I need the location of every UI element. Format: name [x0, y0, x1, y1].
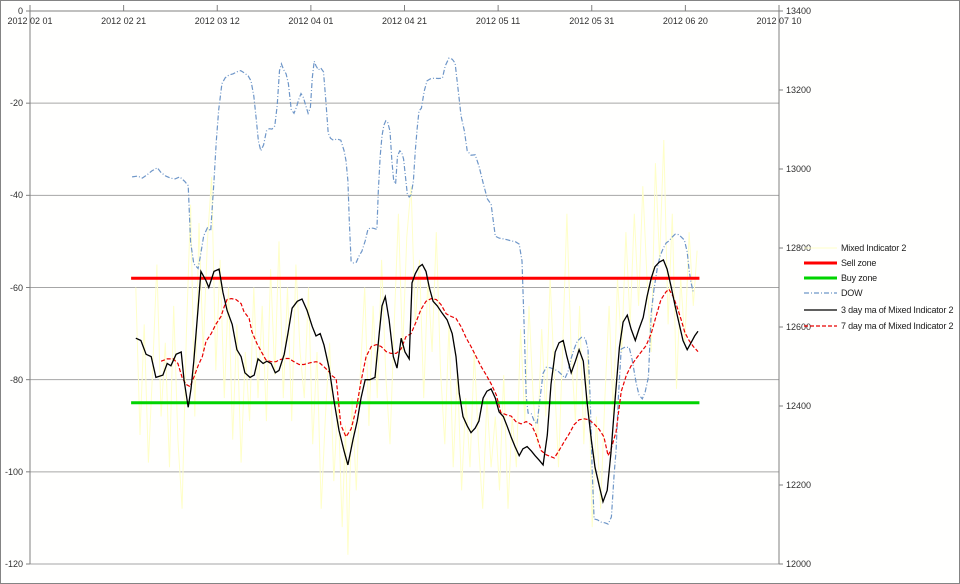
legend-line-sample-ma7: [804, 325, 837, 327]
legend-label: 7 day ma of Mixed Indicator 2: [841, 321, 954, 331]
y-axis-right-label: 12400: [786, 401, 812, 411]
legend-row-mixed2: Mixed Indicator 2: [804, 242, 906, 254]
y-axis-left-label: -120: [4, 559, 23, 569]
legend-line-sample-mixed2: [804, 247, 837, 249]
y-axis-left-label: -20: [9, 98, 23, 109]
legend-line-sample-dow: [804, 292, 837, 294]
y-axis-right-label: 13400: [786, 6, 812, 16]
legend-row-buy_zone: Buy zone: [804, 272, 877, 284]
y-axis-left-label: -100: [4, 466, 23, 477]
y-axis-right-label: 13200: [786, 85, 812, 95]
x-axis-label: 2012 02 01: [7, 16, 53, 26]
y-axis-right-label: 12800: [786, 243, 812, 253]
legend-row-dow: DOW: [804, 287, 863, 299]
y-axis-left-label: 0: [17, 6, 23, 16]
legend-label: Mixed Indicator 2: [841, 243, 907, 253]
legend-line-sample-buy_zone: [804, 276, 837, 280]
legend-label: Buy zone: [841, 273, 877, 283]
legend-row-ma3: 3 day ma of Mixed Indicator 2: [804, 304, 953, 316]
legend-label: 3 day ma of Mixed Indicator 2: [841, 305, 954, 315]
x-axis-label: 2012 05 11: [475, 16, 521, 26]
series-ma3: [135, 258, 699, 505]
x-axis-label: 2012 04 21: [381, 16, 428, 26]
legend-label: Sell zone: [841, 258, 877, 268]
y-axis-right-label: 12000: [786, 559, 812, 569]
x-axis-label: 2012 06 20: [662, 16, 708, 26]
x-axis-label: 2012 04 01: [288, 16, 334, 26]
y-axis-left-label: -80: [9, 374, 23, 385]
series-dow: [132, 57, 694, 525]
legend-row-sell_zone: Sell zone: [804, 257, 876, 269]
y-axis-right-label: 12600: [786, 322, 812, 332]
x-axis-label: 2012 05 31: [569, 16, 615, 26]
x-axis-label: 2012 07 10: [756, 16, 802, 26]
y-axis-left-label: -40: [9, 190, 23, 201]
legend-line-sample-sell_zone: [804, 261, 837, 265]
y-axis-right-label: 13000: [786, 164, 812, 174]
legend-row-ma7: 7 day ma of Mixed Indicator 2: [804, 320, 953, 332]
legend: Mixed Indicator 2 Sell zone Buy zone DOW 3 d…: [804, 1, 959, 583]
y-axis-left-label: -60: [9, 282, 23, 293]
legend-line-sample-ma3: [804, 309, 837, 311]
series-mixed2: [135, 139, 698, 555]
x-axis-label: 2012 03 12: [194, 16, 240, 26]
legend-label: DOW: [841, 288, 863, 298]
x-axis-label: 2012 02 21: [101, 16, 147, 26]
y-axis-right-label: 12200: [786, 480, 812, 490]
